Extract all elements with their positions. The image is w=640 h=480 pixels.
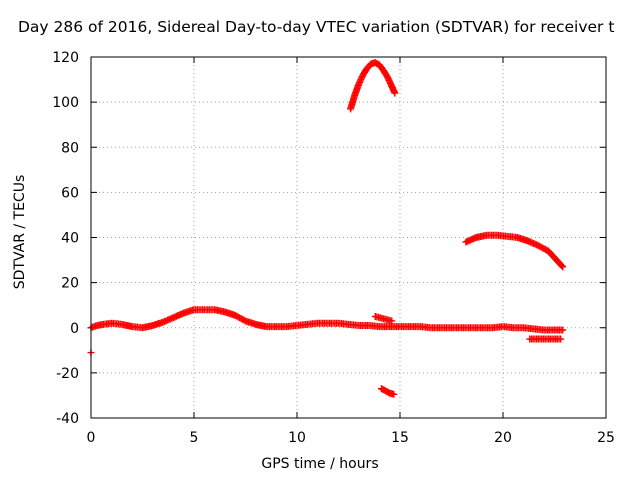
y-tick-label: 120 [52, 50, 79, 66]
x-axis-label: GPS time / hours [261, 456, 379, 472]
y-tick-label: 20 [61, 276, 79, 292]
x-tick-label: 15 [391, 430, 409, 446]
x-tick-label: 5 [190, 430, 199, 446]
y-tick-label: 80 [61, 140, 79, 156]
data-point [388, 317, 396, 325]
x-tick-label: 10 [288, 430, 306, 446]
data-point [391, 89, 399, 97]
data-point [558, 262, 566, 270]
y-tick-label: 40 [61, 231, 79, 247]
y-tick-label: -20 [56, 366, 79, 382]
plot-frame [90, 56, 607, 419]
x-tick-label: 0 [87, 430, 96, 446]
axis-ticks: 0 5 10 15 20 25 -40 -20 0 20 40 60 80 100 120 [52, 50, 615, 446]
data-point [390, 390, 398, 398]
y-axis-label: SDTVAR / TECUs [12, 174, 28, 290]
y-tick-label: 60 [61, 185, 79, 201]
y-tick-label: 100 [52, 95, 79, 111]
data-points [87, 59, 567, 398]
data-point [559, 263, 567, 271]
y-tick-label: 0 [70, 321, 79, 337]
y-tick-label: -40 [56, 411, 79, 427]
data-point [557, 335, 565, 343]
x-tick-label: 25 [597, 430, 615, 446]
chart-title: Day 286 of 2016, Sidereal Day-to-day VTE… [18, 18, 615, 36]
grid-lines [91, 57, 606, 418]
data-point [559, 326, 567, 334]
x-tick-label: 20 [494, 430, 512, 446]
